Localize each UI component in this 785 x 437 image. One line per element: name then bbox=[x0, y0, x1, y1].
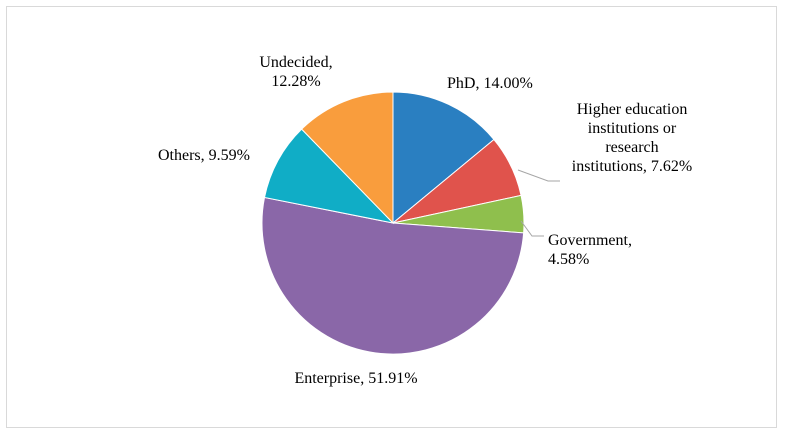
data-label: Undecided, 12.28% bbox=[259, 54, 332, 90]
leader-line bbox=[517, 169, 560, 182]
data-label-line: Undecided, bbox=[259, 54, 332, 71]
data-label: Enterprise, 51.91% bbox=[294, 370, 417, 387]
leader-line bbox=[520, 220, 544, 237]
data-label-line: Enterprise, 51.91% bbox=[294, 370, 417, 387]
data-label-line: Others, 9.59% bbox=[158, 147, 250, 164]
pie-slice-enterprise bbox=[261, 196, 525, 355]
data-label-line: research bbox=[605, 139, 658, 156]
data-label-line: Higher education bbox=[577, 101, 688, 118]
data-label: PhD, 14.00% bbox=[447, 75, 533, 92]
data-label-line: Government, bbox=[548, 232, 632, 249]
data-label: Government, 4.58% bbox=[548, 232, 632, 268]
pie-slice-others bbox=[263, 128, 395, 224]
pie-slice-phd bbox=[392, 91, 495, 225]
data-label-line: institutions, 7.62% bbox=[572, 158, 692, 175]
pie-slice-undecided bbox=[300, 91, 394, 225]
data-labels: PhD, 14.00% Higher education institutions … bbox=[158, 54, 692, 387]
leader-lines bbox=[517, 169, 560, 237]
data-label-line: institutions or bbox=[588, 120, 677, 137]
pie-slices bbox=[261, 91, 525, 355]
data-label: Others, 9.59% bbox=[158, 147, 250, 164]
data-label-line: 4.58% bbox=[548, 251, 589, 268]
data-label-line: PhD, 14.00% bbox=[447, 75, 533, 92]
data-label: Higher education institutions or research i… bbox=[572, 101, 692, 175]
data-label-line: 12.28% bbox=[271, 73, 320, 90]
